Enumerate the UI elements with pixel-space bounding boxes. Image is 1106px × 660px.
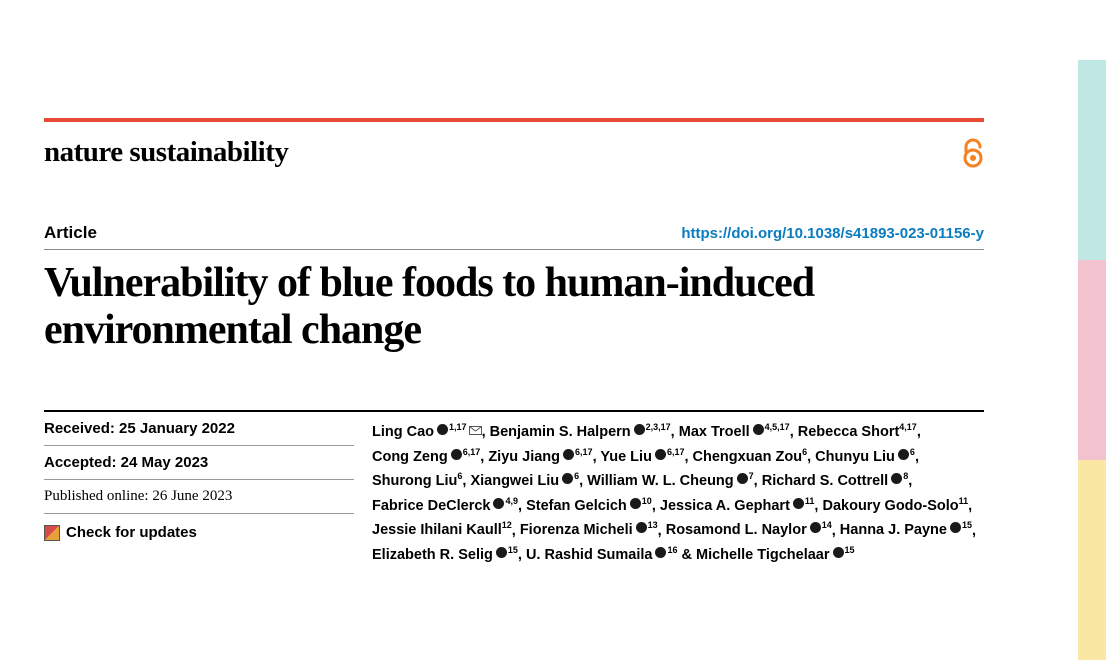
brand-row: nature sustainability — [44, 136, 984, 169]
orcid-icon — [655, 547, 666, 558]
affiliation-ref: 2,3,17 — [646, 422, 671, 432]
orcid-icon — [437, 424, 448, 435]
accent-rule — [44, 118, 984, 122]
author[interactable]: Shurong Liu6 — [372, 473, 462, 489]
author[interactable]: Michelle Tigchelaar15 — [696, 547, 855, 563]
accepted-date: Accepted: 24 May 2023 — [44, 446, 354, 480]
affiliation-ref: 6,17 — [463, 447, 481, 457]
affiliation-ref: 6,17 — [575, 447, 593, 457]
orcid-icon — [634, 424, 645, 435]
author[interactable]: Fiorenza Micheli13 — [520, 522, 658, 538]
author[interactable]: Richard S. Cottrell8 — [762, 473, 909, 489]
article-title: Vulnerability of blue foods to human-ind… — [44, 260, 984, 354]
orcid-icon — [891, 473, 902, 484]
authors-list: Ling Cao1,17, Benjamin S. Halpern2,3,17,… — [354, 412, 984, 568]
affiliation-ref: 14 — [822, 521, 832, 531]
author[interactable]: Benjamin S. Halpern2,3,17 — [490, 424, 671, 440]
author[interactable]: U. Rashid Sumaila16 — [526, 547, 678, 563]
author[interactable]: Jessica A. Gephart11 — [660, 498, 815, 514]
side-tabs — [1078, 60, 1106, 660]
article-header: nature sustainability Article https://do… — [44, 118, 984, 568]
author[interactable]: Ziyu Jiang6,17 — [488, 449, 592, 465]
lower-block: Received: 25 January 2022 Accepted: 24 M… — [44, 410, 984, 568]
article-meta-row: Article https://doi.org/10.1038/s41893-0… — [44, 223, 984, 250]
published-date: Published online: 26 June 2023 — [44, 480, 354, 514]
orcid-icon — [950, 522, 961, 533]
affiliation-ref: 10 — [642, 496, 652, 506]
author[interactable]: Rosamond L. Naylor14 — [666, 522, 832, 538]
crossmark-icon — [44, 525, 60, 541]
orcid-icon — [753, 424, 764, 435]
orcid-icon — [562, 473, 573, 484]
author[interactable]: Fabrice DeClerck4,9 — [372, 498, 518, 514]
check-updates-label: Check for updates — [66, 524, 197, 541]
affiliation-ref: 4,17 — [899, 422, 917, 432]
author[interactable]: Chengxuan Zou6 — [693, 449, 808, 465]
author[interactable]: William W. L. Cheung7 — [587, 473, 754, 489]
dates-column: Received: 25 January 2022 Accepted: 24 M… — [44, 412, 354, 541]
orcid-icon — [833, 547, 844, 558]
affiliation-ref: 15 — [962, 521, 972, 531]
affiliation-ref: 4,9 — [505, 496, 518, 506]
affiliation-ref: 11 — [959, 496, 969, 506]
page: nature sustainability Article https://do… — [0, 0, 1106, 660]
orcid-icon — [655, 449, 666, 460]
author[interactable]: Rebecca Short4,17 — [798, 424, 917, 440]
check-updates[interactable]: Check for updates — [44, 514, 354, 541]
affiliation-ref: 13 — [648, 521, 658, 531]
side-tab-3[interactable] — [1078, 460, 1106, 660]
orcid-icon — [630, 498, 641, 509]
open-access-icon — [962, 138, 984, 168]
orcid-icon — [898, 449, 909, 460]
article-type: Article — [44, 223, 97, 243]
author[interactable]: Yue Liu6,17 — [600, 449, 684, 465]
affiliation-ref: 15 — [845, 545, 855, 555]
orcid-icon — [793, 498, 804, 509]
orcid-icon — [563, 449, 574, 460]
affiliation-ref: 6,17 — [667, 447, 685, 457]
author[interactable]: Elizabeth R. Selig15 — [372, 547, 518, 563]
affiliation-ref: 1,17 — [449, 422, 467, 432]
author[interactable]: Hanna J. Payne15 — [840, 522, 972, 538]
orcid-icon — [636, 522, 647, 533]
side-tab-2[interactable] — [1078, 260, 1106, 460]
author[interactable]: Ling Cao1,17 — [372, 424, 482, 440]
affiliation-ref: 15 — [508, 545, 518, 555]
orcid-icon — [810, 522, 821, 533]
affiliation-ref: 12 — [502, 521, 512, 531]
author[interactable]: Dakoury Godo-Solo11 — [822, 498, 968, 514]
author[interactable]: Chunyu Liu6 — [815, 449, 915, 465]
orcid-icon — [451, 449, 462, 460]
author[interactable]: Max Troell4,5,17 — [679, 424, 790, 440]
orcid-icon — [737, 473, 748, 484]
orcid-icon — [493, 498, 504, 509]
author[interactable]: Cong Zeng6,17 — [372, 449, 480, 465]
affiliation-ref: 11 — [805, 496, 815, 506]
author[interactable]: Stefan Gelcich10 — [526, 498, 652, 514]
side-tab-1[interactable] — [1078, 60, 1106, 260]
author[interactable]: Jessie Ihilani Kaull12 — [372, 522, 512, 538]
orcid-icon — [496, 547, 507, 558]
journal-brand: nature sustainability — [44, 136, 288, 169]
received-date: Received: 25 January 2022 — [44, 412, 354, 446]
affiliation-ref: 16 — [667, 545, 677, 555]
affiliation-ref: 4,5,17 — [765, 422, 790, 432]
doi-link[interactable]: https://doi.org/10.1038/s41893-023-01156… — [681, 225, 984, 242]
author[interactable]: Xiangwei Liu6 — [470, 473, 579, 489]
envelope-icon — [469, 420, 482, 444]
